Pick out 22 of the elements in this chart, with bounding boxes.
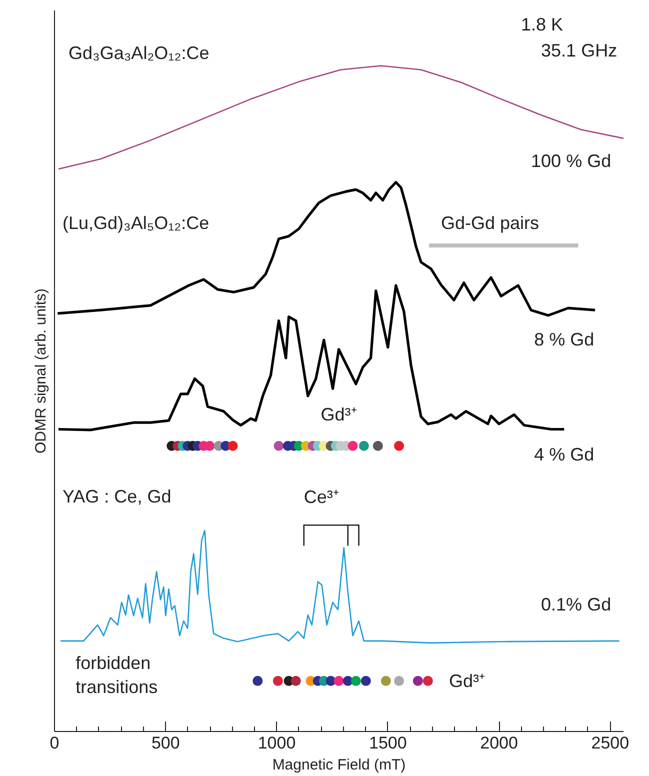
annotation: 0.1% Gd (541, 594, 612, 614)
annotation: 100 % Gd (531, 150, 612, 171)
annotation: Ce³⁺ (304, 487, 339, 508)
x-axis-title: Magnetic Field (mT) (272, 756, 406, 774)
annotation: forbidden transitions (76, 652, 158, 697)
text: 1.8 K (521, 14, 564, 34)
annotation: Gd-Gd pairs (441, 212, 540, 233)
x-tick-label: 500 (151, 734, 180, 752)
x-tick-label: 1000 (258, 734, 296, 752)
text: 35.1 GHz (541, 40, 618, 60)
annotation: 4 % Gd (534, 444, 594, 465)
text: Gd₃Ga₃Al₂O₁₂:Ce (68, 43, 210, 64)
annotation: Gd³⁺ (320, 404, 357, 425)
annotation: (Lu,Gd)₃Al₅O₁₂:Ce (62, 212, 210, 233)
x-tick-label: 2500 (591, 734, 630, 752)
x-tick-label: 2000 (480, 734, 518, 752)
annotation: Gd³⁺ (449, 670, 486, 691)
annotation: YAG : Ce, Gd (62, 486, 172, 506)
x-tick-label: 1500 (368, 734, 407, 752)
annotation: 8 % Gd (534, 329, 594, 350)
y-axis-title: ODMR signal (arb. units) (32, 288, 50, 454)
x-tick-label: 0 (50, 734, 60, 752)
